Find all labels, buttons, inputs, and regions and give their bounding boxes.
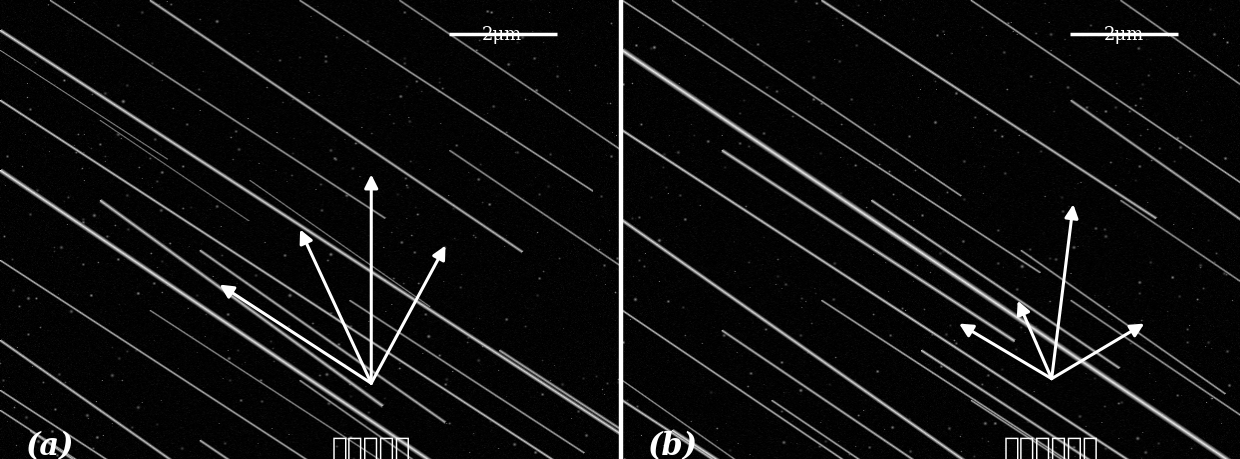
Text: 长条状碳化物: 长条状碳化物 bbox=[1004, 436, 1100, 459]
Text: (b): (b) bbox=[647, 431, 697, 459]
Text: 残余奥氏体: 残余奥氏体 bbox=[331, 436, 410, 459]
Text: 2μm: 2μm bbox=[482, 26, 522, 44]
Text: 2μm: 2μm bbox=[1104, 26, 1145, 44]
Text: (a): (a) bbox=[25, 431, 73, 459]
